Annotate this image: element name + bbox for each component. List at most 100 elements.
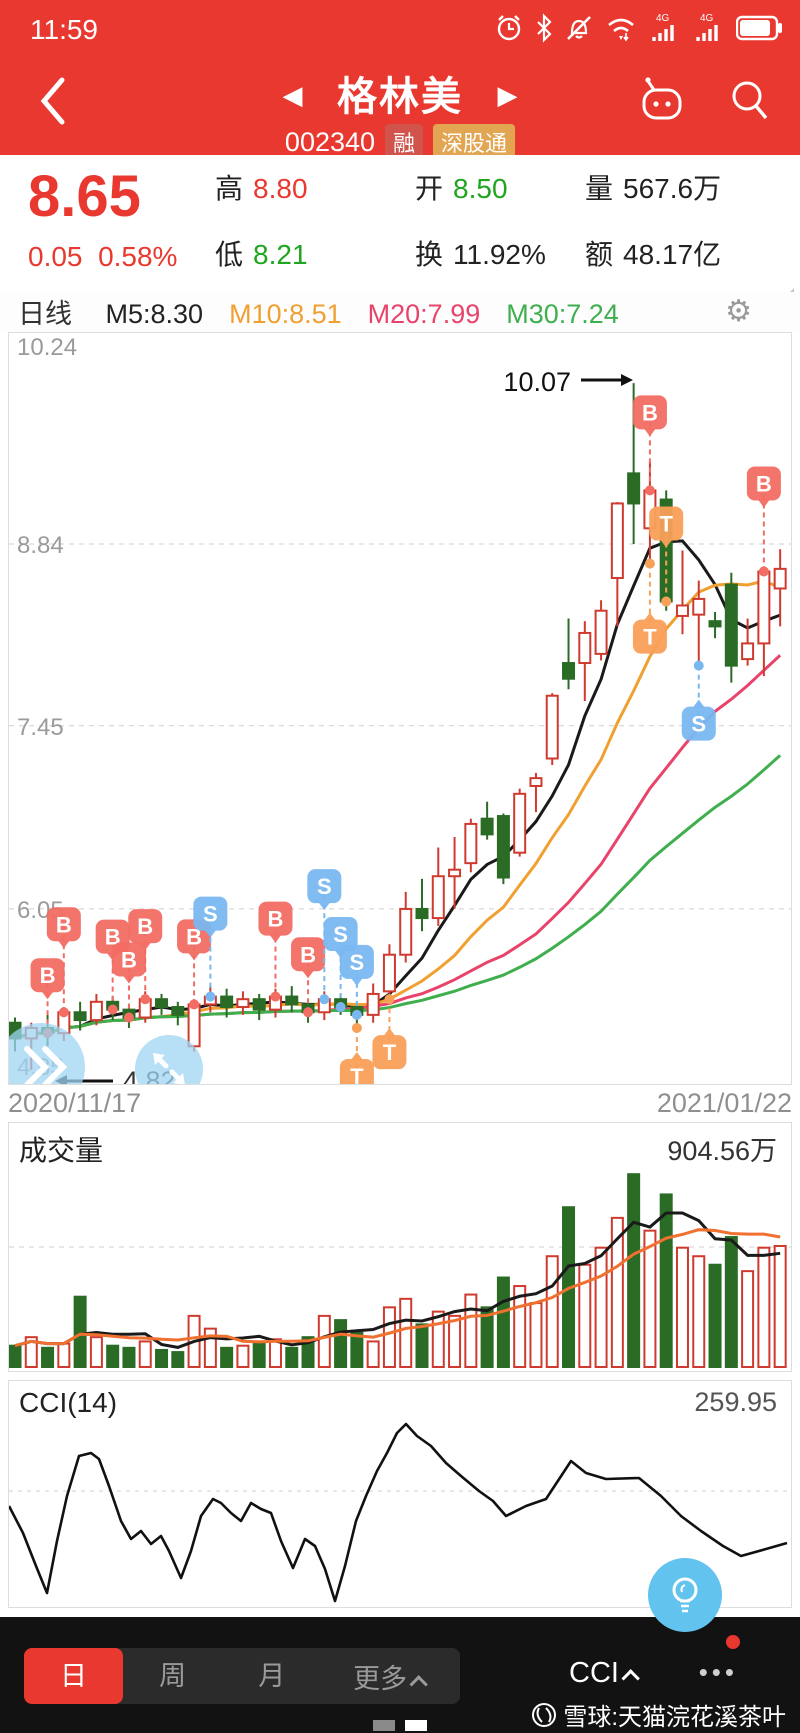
candle-body bbox=[236, 998, 250, 1009]
tab-day[interactable]: 日 bbox=[24, 1648, 124, 1704]
candle-body bbox=[675, 604, 689, 617]
volume-bar bbox=[741, 1270, 755, 1368]
candle-body bbox=[220, 995, 234, 1009]
volume-bar bbox=[382, 1306, 396, 1368]
volume-max-value: 904.56万 bbox=[667, 1136, 777, 1166]
marker-dot bbox=[58, 1007, 69, 1018]
candle-body bbox=[431, 875, 445, 920]
back-button[interactable] bbox=[38, 76, 66, 131]
stat-高: 高 8.80 bbox=[215, 173, 308, 204]
volume-bar bbox=[415, 1323, 429, 1369]
nav-bar: ◀ 格林美 ▶ 002340 融 深股通 bbox=[0, 56, 800, 160]
clock-time: 11:59 bbox=[30, 14, 98, 45]
next-stock-button[interactable]: ▶ bbox=[497, 80, 518, 110]
volume-bar bbox=[643, 1229, 657, 1368]
marker-dot bbox=[189, 999, 200, 1010]
robot-assistant-button[interactable] bbox=[636, 74, 688, 131]
ma-label: M5:8.30 bbox=[105, 299, 204, 329]
marker-S bbox=[339, 944, 374, 979]
volume-bar bbox=[464, 1293, 478, 1368]
volume-bar bbox=[757, 1246, 771, 1368]
volume-bar bbox=[480, 1306, 494, 1368]
marker-dot bbox=[270, 991, 281, 1002]
marker-dot bbox=[693, 660, 704, 671]
svg-text:B: B bbox=[121, 947, 137, 972]
candle-body bbox=[415, 907, 429, 920]
volume-bar bbox=[89, 1336, 103, 1369]
svg-text:4G: 4G bbox=[700, 13, 714, 24]
price-change: 0.05 0.58% bbox=[28, 241, 178, 272]
marker-B bbox=[111, 942, 146, 977]
more-options-button[interactable]: ••• bbox=[698, 1657, 738, 1687]
tab-week[interactable]: 周 bbox=[159, 1661, 187, 1691]
mute-icon bbox=[564, 13, 594, 48]
volume-chart[interactable]: 成交量 904.56万 bbox=[8, 1122, 792, 1372]
marker-B bbox=[291, 937, 326, 972]
page-dot bbox=[373, 1720, 395, 1731]
app-header: 11:59 4G 4G ◀ 格林美 ▶ 002340 bbox=[0, 0, 800, 160]
candle-body bbox=[627, 472, 641, 505]
marker-dot bbox=[644, 558, 655, 569]
marker-dot bbox=[319, 994, 330, 1005]
volume-bar bbox=[529, 1302, 543, 1369]
status-bar: 11:59 4G 4G bbox=[0, 0, 800, 56]
volume-bar bbox=[106, 1344, 120, 1368]
marker-dot bbox=[661, 596, 672, 607]
candle-body bbox=[594, 609, 608, 655]
marker-dot bbox=[351, 1022, 362, 1033]
candle-body bbox=[171, 1006, 185, 1016]
volume-bar bbox=[627, 1173, 641, 1369]
stock-title: 格林美 bbox=[337, 75, 463, 119]
volume-bar bbox=[301, 1336, 315, 1369]
volume-bar bbox=[24, 1336, 38, 1369]
candle-body bbox=[285, 995, 299, 1006]
quote-panel[interactable]: 8.65 0.05 0.58% 高 8.80 开 8.50 量 567.6万低 8.21 换 1… bbox=[0, 155, 800, 290]
stat-开: 开 8.50 bbox=[415, 173, 508, 204]
candle-body bbox=[89, 1000, 103, 1022]
chevron-up-icon bbox=[621, 1669, 640, 1688]
svg-text:S: S bbox=[203, 902, 218, 927]
candle-body bbox=[382, 953, 396, 993]
period-label[interactable]: 日线 bbox=[18, 299, 72, 329]
candle-body bbox=[155, 998, 169, 1009]
candle-body bbox=[480, 817, 494, 836]
volume-bar bbox=[366, 1340, 380, 1369]
volume-bar bbox=[268, 1338, 282, 1369]
volume-bar bbox=[41, 1346, 55, 1368]
volume-bar bbox=[317, 1314, 331, 1369]
marker-S bbox=[323, 917, 358, 952]
volume-bar bbox=[285, 1346, 299, 1368]
candle-body bbox=[610, 502, 624, 580]
marker-B bbox=[258, 901, 293, 936]
volume-bar bbox=[122, 1346, 136, 1368]
candle-body bbox=[366, 992, 380, 1016]
tab-month[interactable]: 月 bbox=[258, 1661, 286, 1691]
candle-body bbox=[741, 642, 755, 661]
volume-bar bbox=[513, 1285, 527, 1368]
alarm-icon bbox=[494, 13, 524, 48]
page-dot-active bbox=[405, 1720, 427, 1731]
lightbulb-button[interactable] bbox=[648, 1558, 722, 1632]
period-tabs: 日 周 月 更多 bbox=[24, 1648, 460, 1704]
tab-more[interactable]: 更多 bbox=[321, 1657, 460, 1696]
ma-label: M20:7.99 bbox=[367, 299, 481, 329]
candle-body bbox=[773, 567, 787, 590]
search-button[interactable] bbox=[724, 74, 776, 131]
volume-bar bbox=[203, 1327, 217, 1368]
bluetooth-icon bbox=[534, 12, 554, 48]
gear-icon[interactable]: ⚙ bbox=[725, 295, 752, 328]
indicator-selector[interactable]: CCI bbox=[569, 1657, 640, 1690]
cci-line bbox=[7, 1422, 788, 1603]
price-axis-label: 7.45 bbox=[17, 714, 64, 741]
marker-dot bbox=[140, 994, 151, 1005]
svg-text:B: B bbox=[40, 963, 56, 988]
marker-dot bbox=[123, 1012, 134, 1023]
scroll-left-button[interactable] bbox=[0, 1023, 85, 1111]
volume-bar bbox=[236, 1344, 250, 1368]
prev-stock-button[interactable]: ◀ bbox=[282, 80, 303, 110]
candle-body bbox=[578, 631, 592, 665]
chart-settings-row: 日线 M5:8.30 M10:8.51 M20:7.99 M30:7.24 ⚙ bbox=[0, 292, 800, 332]
candlestick-chart[interactable]: 10.248.847.456.054.85BBBBBBSBBSSSTTBTTSB… bbox=[0, 332, 792, 1111]
marker-dot bbox=[107, 1004, 118, 1015]
